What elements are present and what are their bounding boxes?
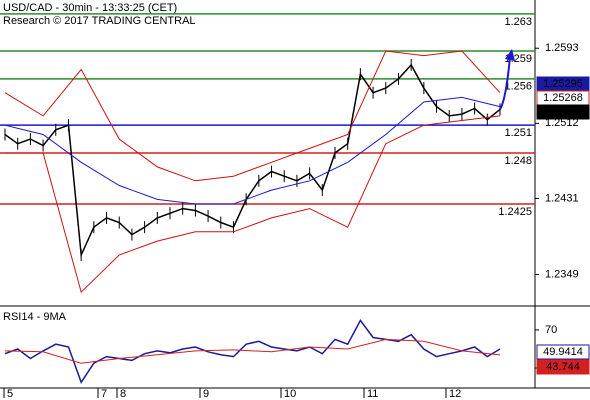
series-line bbox=[4, 319, 501, 384]
x-tick-label: 8 bbox=[120, 388, 126, 400]
price-box-label: 1.25268 bbox=[543, 92, 583, 104]
level-label: 1.263 bbox=[504, 16, 532, 28]
y-tick-label: 70 bbox=[545, 324, 557, 336]
price-box-label: 1.25255 bbox=[543, 106, 583, 118]
chart-subtitle: Research © 2017 TRADING CENTRAL bbox=[3, 15, 196, 27]
price-box bbox=[536, 104, 590, 120]
rsi-title: RSI14 - 9MA bbox=[3, 311, 67, 323]
value-box-label: 49.9414 bbox=[543, 346, 583, 358]
series-line bbox=[4, 338, 501, 364]
value-box bbox=[536, 359, 590, 375]
x-tick-label: 5 bbox=[7, 388, 13, 400]
x-tick-label: 12 bbox=[449, 388, 461, 400]
series-line bbox=[4, 50, 501, 182]
y-tick-label: 1.2349 bbox=[545, 268, 579, 280]
price-box-label: 1.25295 bbox=[543, 78, 583, 90]
series-line bbox=[4, 63, 501, 258]
level-label: 1.248 bbox=[504, 155, 532, 167]
forecast-arrow bbox=[499, 56, 511, 110]
x-tick-label: 7 bbox=[101, 388, 107, 400]
x-tick-label: 9 bbox=[203, 388, 209, 400]
arrow-head bbox=[505, 49, 515, 61]
series-line bbox=[5, 115, 501, 294]
x-tick-label: 11 bbox=[367, 388, 378, 400]
level-label: 1.256 bbox=[504, 81, 532, 93]
series-line bbox=[4, 96, 501, 205]
y-tick-label: 1.2512 bbox=[545, 117, 579, 129]
value-box bbox=[536, 344, 590, 360]
level-label: 1.251 bbox=[504, 127, 532, 139]
chart-title: USD/CAD - 30min - 13:33:25 (CET) bbox=[3, 2, 177, 14]
value-box-label: 43.744 bbox=[546, 361, 580, 373]
y-tick-label: 1.2593 bbox=[545, 42, 579, 54]
y-tick-label: 1.2431 bbox=[545, 192, 579, 204]
x-tick-label: 10 bbox=[284, 388, 296, 400]
level-label: 1.2425 bbox=[498, 206, 532, 218]
